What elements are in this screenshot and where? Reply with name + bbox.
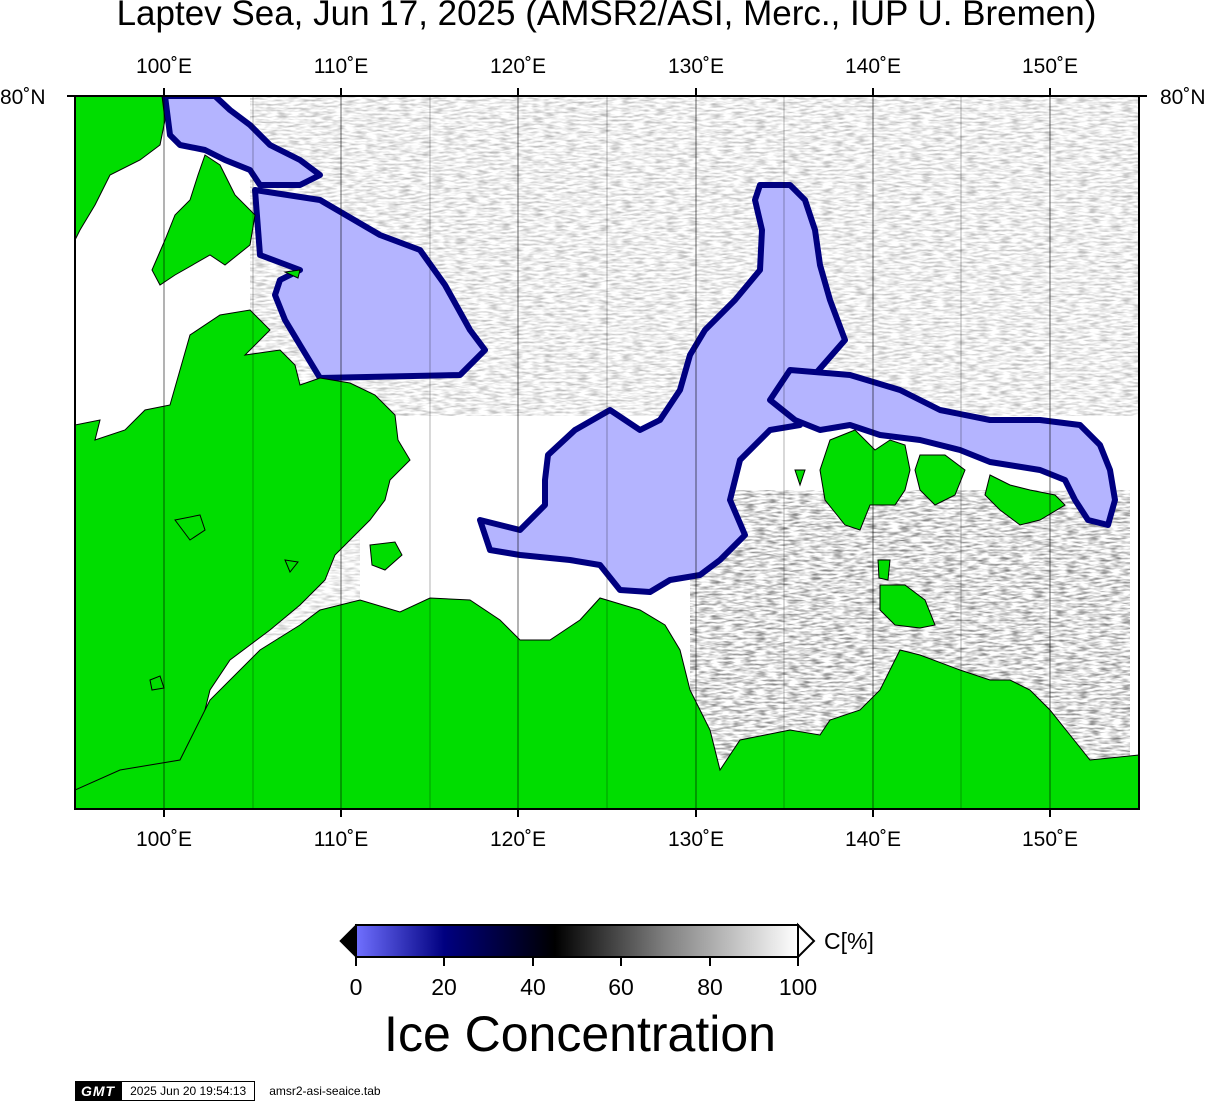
land-islet-c — [369, 541, 403, 571]
land-new-siberian-faddeyevsky — [914, 454, 966, 506]
lat-label-right: 80˚N — [1160, 86, 1206, 109]
timestamp: 2025 Jun 20 19:54:13 — [121, 1081, 256, 1101]
colorbar-gradient — [355, 924, 799, 958]
lon-label-top-120: 120˚E — [489, 55, 547, 78]
footer: GMT 2025 Jun 20 19:54:13 amsr2-asi-seaic… — [75, 1081, 381, 1101]
land-islet-d — [284, 559, 299, 573]
colorbar-tick-40: 40 — [520, 974, 546, 1000]
map-title: Laptev Sea, Jun 17, 2025 (AMSR2/ASI, Mer… — [116, 0, 1097, 33]
colorbar — [339, 922, 816, 966]
colorbar-tick-0: 0 — [349, 974, 363, 1000]
lon-label-bottom-110: 110˚E — [313, 828, 369, 851]
colorbar-min-arrow — [339, 923, 357, 959]
lon-label-top-130: 130˚E — [667, 55, 725, 78]
low-ice-east-region — [767, 367, 1118, 528]
colorbar-tick-80: 80 — [697, 974, 723, 1000]
colorbar-max-arrow — [797, 922, 816, 960]
frame-ticks — [67, 88, 1147, 817]
source-file: amsr2-asi-seaice.tab — [269, 1084, 381, 1098]
map-frame — [74, 95, 1140, 810]
land-severnaya-zemlya-north — [75, 96, 166, 241]
low-ice-west-region — [252, 187, 488, 381]
land-islet-f — [877, 559, 891, 581]
lon-label-top-140: 140˚E — [844, 55, 902, 78]
lon-label-bottom-100: 100˚E — [135, 828, 193, 851]
lon-label-bottom-120: 120˚E — [489, 828, 547, 851]
gmt-logo: GMT — [75, 1081, 122, 1101]
lon-label-bottom-130: 130˚E — [667, 828, 725, 851]
lon-label-top-110: 110˚E — [313, 55, 369, 78]
lon-label-top-100: 100˚E — [135, 55, 193, 78]
land-severnaya-zemlya-bolshevik — [151, 154, 256, 286]
lon-label-bottom-150: 150˚E — [1021, 828, 1079, 851]
low-ice-north-strip — [162, 96, 323, 188]
land-lyakhovsky — [879, 584, 936, 629]
colorbar-tick-60: 60 — [608, 974, 634, 1000]
lon-label-top-150: 150˚E — [1021, 55, 1079, 78]
land-islet-g — [794, 469, 806, 487]
land-new-siberian-kotelny — [819, 429, 911, 531]
colorbar-title: Ice Concentration — [384, 1006, 776, 1062]
colorbar-unit: C[%] — [824, 928, 874, 954]
lon-label-bottom-140: 140˚E — [844, 828, 902, 851]
lat-label-left: 80˚N — [0, 86, 46, 109]
land-islet-b — [174, 514, 206, 541]
low-ice-regions — [162, 96, 1118, 595]
land-islet-a — [283, 269, 301, 279]
meridians — [163, 96, 1051, 809]
colorbar-tick-20: 20 — [431, 974, 457, 1000]
low-ice-central-region — [477, 182, 848, 595]
colorbar-tick-100: 100 — [778, 974, 818, 1000]
land-new-siberian-new-siberia — [984, 474, 1066, 526]
